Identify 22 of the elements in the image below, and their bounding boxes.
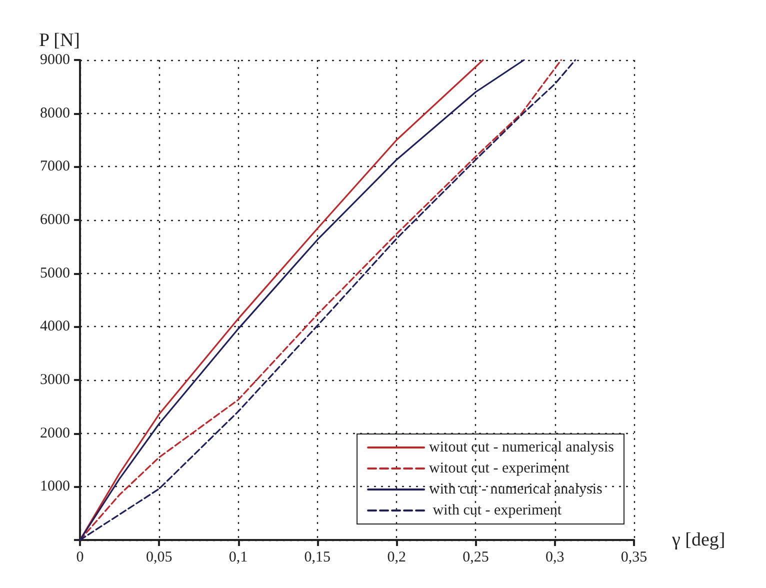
x-tick-label: 0,25 (462, 550, 489, 566)
x-axis-title: γ [deg] (671, 530, 726, 550)
x-tick-label: 0,3 (545, 550, 564, 566)
y-tick-label: 9000 (40, 52, 70, 68)
x-tick-label: 0,15 (304, 550, 331, 566)
y-tick-label: 2000 (40, 425, 70, 442)
legend-label: witout cut - experiment (429, 460, 570, 476)
y-tick-label: 5000 (40, 265, 70, 282)
x-tick-label: 0,35 (620, 550, 648, 566)
y-tick-label: 8000 (40, 105, 70, 122)
y-tick-label: 3000 (40, 372, 70, 388)
y-axis-title: P [N] (39, 30, 80, 51)
legend-label: with cut - experiment (429, 502, 562, 518)
y-tick-label: 4000 (40, 318, 70, 335)
x-tick-label: 0 (76, 550, 84, 566)
legend-label: witout cut - numerical analysis (429, 440, 614, 456)
y-tick-label: 1000 (40, 478, 70, 495)
x-tick-label: 0,2 (387, 550, 406, 566)
x-tick-label: 0,1 (228, 550, 248, 566)
y-tick-label: 6000 (40, 212, 70, 228)
y-tick-label: 7000 (40, 158, 70, 175)
x-tick-label: 0,05 (146, 550, 172, 566)
